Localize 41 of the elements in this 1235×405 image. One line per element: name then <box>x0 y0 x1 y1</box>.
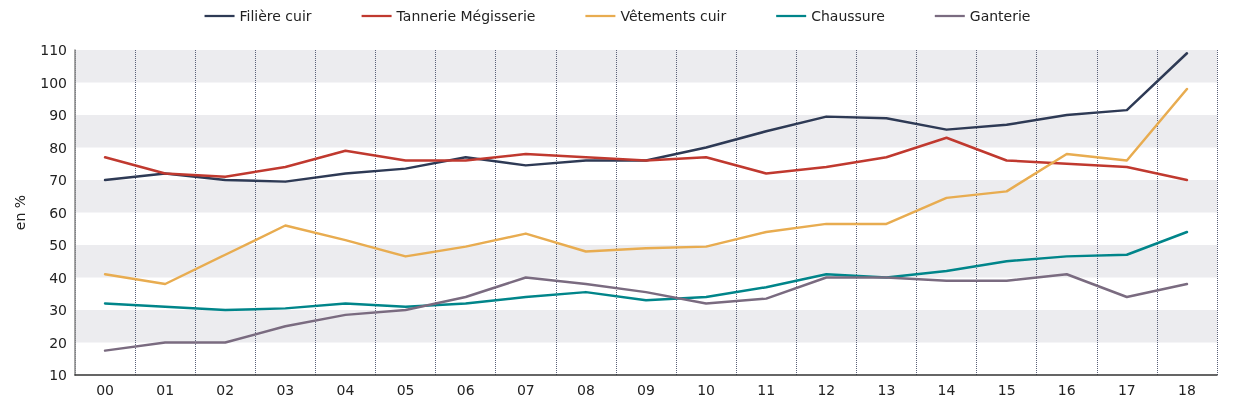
y-tick-label: 30 <box>49 302 67 318</box>
line-series <box>103 87 1189 286</box>
legend-label: Chaussure <box>811 8 885 24</box>
legend-label: Vêtements cuir <box>620 8 727 24</box>
x-tick-label: 08 <box>576 382 595 398</box>
line-series <box>103 52 1189 183</box>
line-series <box>103 273 1189 352</box>
legend-label: Tannerie Mégisserie <box>395 8 536 24</box>
x-tick-label: 12 <box>817 382 836 398</box>
y-tick-label: 60 <box>49 204 67 221</box>
y-axis-title: en % <box>12 194 28 231</box>
y-tick-label: 40 <box>49 269 67 286</box>
y-tick-label: 90 <box>49 107 67 123</box>
x-tick-label: 01 <box>156 382 175 398</box>
x-tick-label: 17 <box>1117 382 1136 398</box>
y-tick-label: 100 <box>40 74 67 91</box>
y-tick-label: 10 <box>49 367 67 383</box>
legend-label: Ganterie <box>969 8 1031 24</box>
line-series <box>103 230 1189 312</box>
x-tick-label: 07 <box>516 382 535 398</box>
y-tick-label: 70 <box>49 172 67 188</box>
x-tick-label: 15 <box>997 382 1016 398</box>
y-tick-label: 50 <box>49 237 67 253</box>
x-tick-label: 10 <box>697 382 716 398</box>
x-tick-label: 02 <box>216 382 235 398</box>
x-tick-label: 09 <box>637 382 655 398</box>
x-tick-label: 00 <box>96 382 114 398</box>
x-tick-label: 13 <box>877 382 896 398</box>
x-tick-label: 11 <box>757 382 776 398</box>
y-tick-label: 20 <box>49 334 67 351</box>
x-tick-label: 03 <box>276 382 295 398</box>
x-tick-label: 04 <box>336 382 355 398</box>
x-tick-label: 05 <box>396 382 415 398</box>
x-tick-label: 16 <box>1057 382 1076 398</box>
y-tick-label: 80 <box>49 139 67 156</box>
legend-label: Filière cuir <box>239 8 312 24</box>
line-series <box>103 136 1189 182</box>
y-tick-label: 110 <box>40 42 67 58</box>
x-tick-label: 14 <box>937 382 956 398</box>
x-tick-label: 18 <box>1178 382 1196 398</box>
x-tick-label: 06 <box>456 382 475 398</box>
